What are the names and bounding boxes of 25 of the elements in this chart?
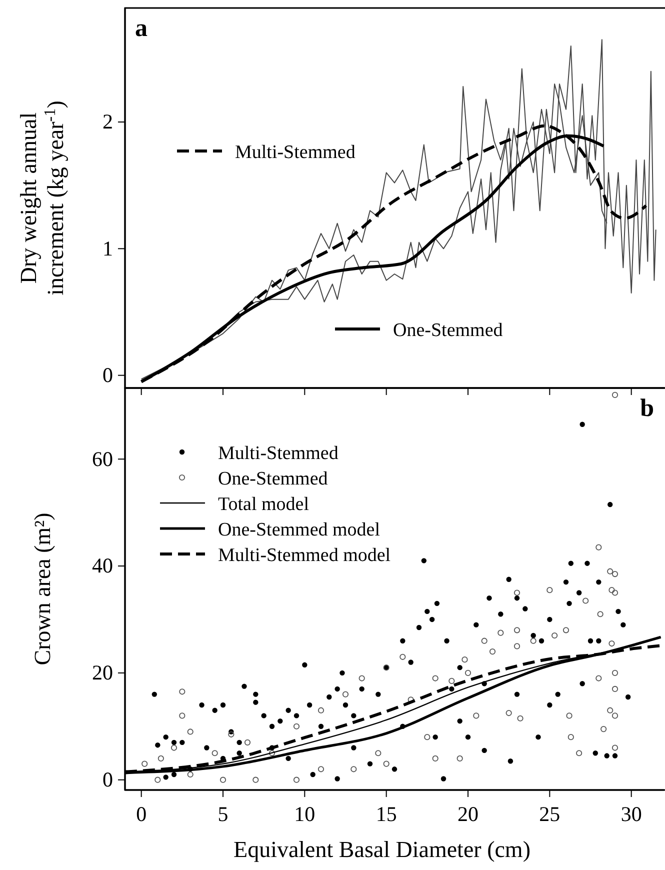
- x-tick-label: 5: [218, 802, 228, 826]
- legend-label: One-Stemmed: [218, 468, 328, 490]
- y-axis-title: Crown area (m²): [30, 512, 55, 666]
- x-tick-label: 0: [136, 802, 147, 826]
- y-tick-label: 1: [102, 236, 113, 260]
- y-tick-label: 0: [102, 768, 113, 792]
- chart-title: a: [135, 15, 148, 42]
- y-tick-label: 40: [92, 554, 113, 578]
- x-tick-label: 30: [620, 802, 642, 826]
- x-tick-label: 25: [539, 802, 560, 826]
- legend-label: Multi-Stemmed model: [218, 545, 391, 566]
- legend-label: One-Stemmed model: [218, 520, 380, 540]
- x-axis-title: Equivalent Basal Diameter (cm): [234, 837, 530, 862]
- chart-title: b: [640, 395, 654, 422]
- legend-label: Multi-Stemmed: [235, 142, 356, 163]
- y-tick-label: 20: [92, 660, 113, 685]
- x-tick-label: 15: [376, 802, 397, 826]
- legend-label: One-Stemmed: [393, 320, 504, 341]
- legend-label: Total model: [218, 494, 310, 515]
- x-tick-label: 10: [294, 802, 316, 826]
- y-tick-label: 0: [102, 363, 113, 388]
- y-tick-label: 60: [92, 446, 113, 471]
- legend-label: Multi-Stemmed: [218, 443, 339, 464]
- y-tick-label: 2: [102, 110, 113, 134]
- x-tick-label: 20: [458, 802, 478, 826]
